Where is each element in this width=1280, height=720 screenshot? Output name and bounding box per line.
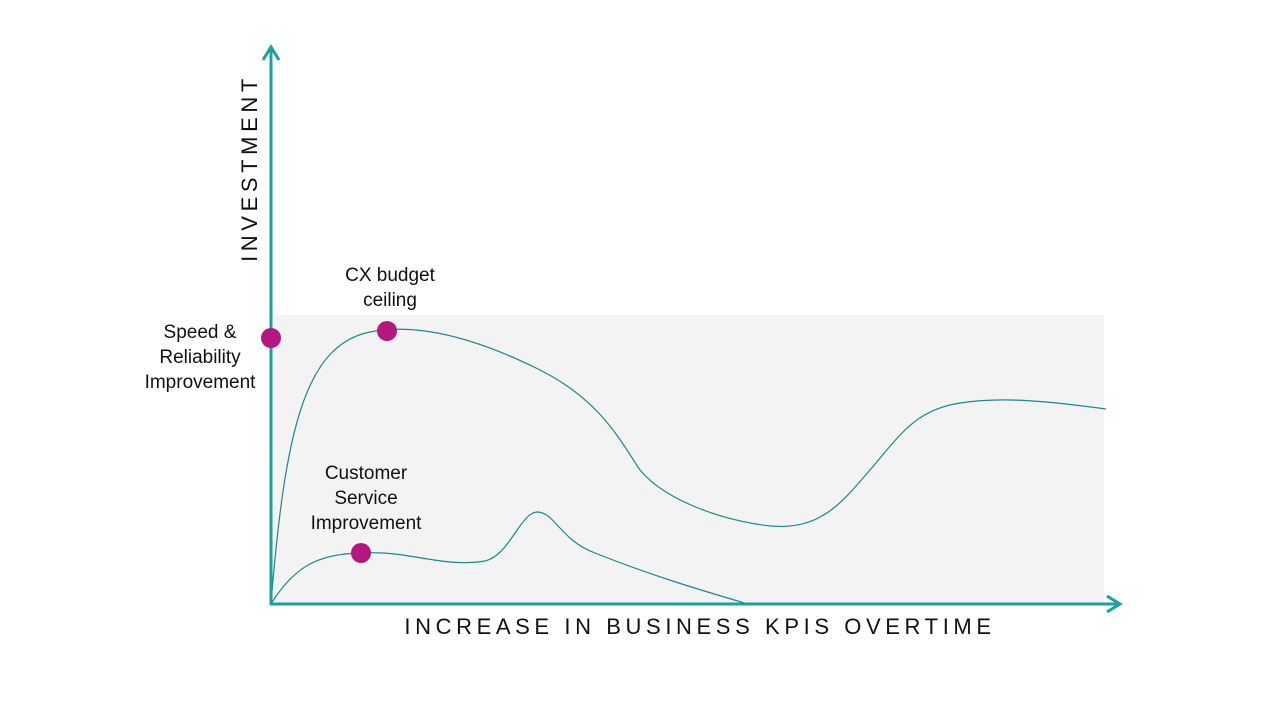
marker-customer-service (351, 543, 371, 563)
label-cx-budget-ceiling: CX budget ceiling (330, 263, 450, 313)
marker-speed-reliability (261, 328, 281, 348)
label-speed-reliability: Speed & Reliability Improvement (130, 320, 270, 395)
label-line: Speed & (163, 322, 237, 343)
marker-cx-budget-ceiling (377, 321, 397, 341)
label-line: ceiling (363, 290, 417, 311)
budget-band (271, 315, 1104, 604)
label-customer-service: Customer Service Improvement (296, 461, 436, 536)
label-line: Customer (324, 463, 408, 484)
label-line: Improvement (310, 513, 422, 534)
label-line: Reliability (159, 347, 241, 368)
label-line: Improvement (144, 372, 256, 393)
y-axis-arrowhead (261, 44, 281, 61)
lower-curve (270, 511, 749, 605)
upper-curve (270, 328, 1107, 605)
x-axis-arrowhead (1106, 594, 1123, 614)
x-axis-title: INCREASE IN BUSINESS KPIS OVERTIME (404, 614, 996, 639)
label-line: Service (334, 488, 398, 509)
y-axis-title: INVESTMENT (237, 74, 262, 262)
label-line: CX budget (345, 265, 435, 286)
